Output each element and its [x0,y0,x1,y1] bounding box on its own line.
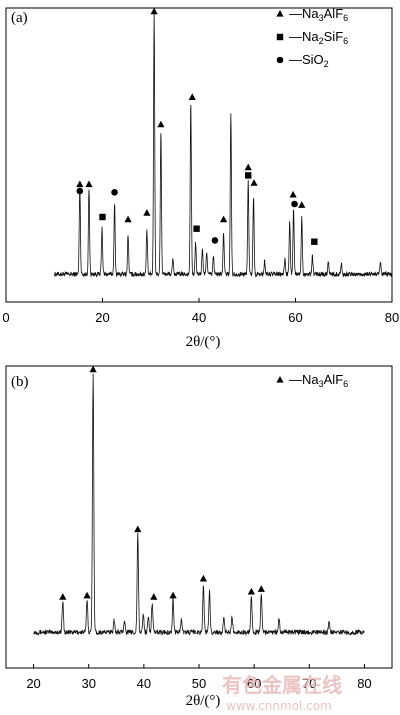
peak-triangle-marker [169,591,177,599]
panel-b: 20 30 40 50 60 70 80 2θ/(°) (b) —Na3AlF6 [5,365,393,709]
x-tick-label: 40 [192,310,206,325]
legend-square-marker [276,33,284,41]
peak-triangle-marker [143,209,151,216]
legend-circle-marker [276,56,284,64]
watermark-logo-text: 有色金属在线 [222,673,342,697]
peak-triangle-marker [150,7,158,15]
panel-label: (b) [11,374,29,390]
watermark: 有色金属在线 www.cnnmol.com [222,673,342,713]
legend-triangle-marker [276,376,284,383]
peak-circle-marker [291,200,298,208]
x-tick-label: 70 [302,676,316,691]
peak-triangle-marker [59,593,67,600]
peak-triangle-marker [250,179,258,186]
x-tick-label: 60 [288,310,302,325]
peak-triangle-marker [76,180,84,188]
peak-triangle-marker [220,215,228,223]
panel-label: (a) [11,10,28,26]
peak-square-marker [311,238,318,245]
x-tick-label: 20 [26,676,40,691]
legend-entry-label: —Na3AlF6 [289,372,348,389]
panel-a: 0 20 40 60 80 2θ/(°) (a) —Na3AlF6 —Na2SiF6 —SiO2 [2,6,399,350]
peak-square-marker [99,213,106,221]
x-tick-label: 60 [247,676,261,691]
peak-triangle-marker [124,215,132,223]
legend-entry-label: —SiO2 [289,52,329,69]
peak-triangle-marker [257,585,265,592]
x-tick-label: 30 [81,676,95,691]
peak-triangle-marker [199,574,208,582]
peak-triangle-marker [150,593,158,600]
peak-triangle-marker [157,120,165,128]
peak-triangle-marker [83,591,91,599]
xrd-trace [33,373,365,637]
peak-triangle-marker [298,201,306,208]
peak-triangle-marker [247,587,255,595]
peak-circle-marker [211,237,219,244]
x-tick-label: 80 [357,676,371,691]
peak-triangle-marker [289,190,297,198]
legend-entry-label: —Na3AlF6 [289,6,348,23]
legend-triangle-marker [276,10,284,17]
watermark-url: www.cnnmol.com [226,699,332,713]
legend-entry-label: —Na2SiF6 [289,29,348,46]
x-tick-label: 20 [95,310,109,325]
peak-triangle-marker [134,525,142,533]
xrd-trace [53,12,393,278]
peak-triangle-marker [244,163,252,171]
legend: —Na3AlF6 [276,372,348,389]
peak-square-marker [245,172,252,179]
peak-circle-marker [76,187,84,195]
x-axis-label: 2θ/(°) [186,693,221,709]
peak-triangle-marker [89,365,97,373]
peak-triangle-marker [188,93,196,100]
x-tick-label: 40 [137,676,151,691]
x-axis-label: 2θ/(°) [186,334,221,350]
plot-frame [5,7,393,303]
legend: —Na3AlF6 —Na2SiF6 —SiO2 [276,6,348,69]
peak-triangle-marker [85,180,93,188]
x-tick-label: 50 [192,676,206,691]
peak-square-marker [193,225,200,232]
x-tick-label: 0 [2,310,9,325]
peak-circle-marker [111,189,118,196]
x-tick-label: 80 [385,310,399,325]
